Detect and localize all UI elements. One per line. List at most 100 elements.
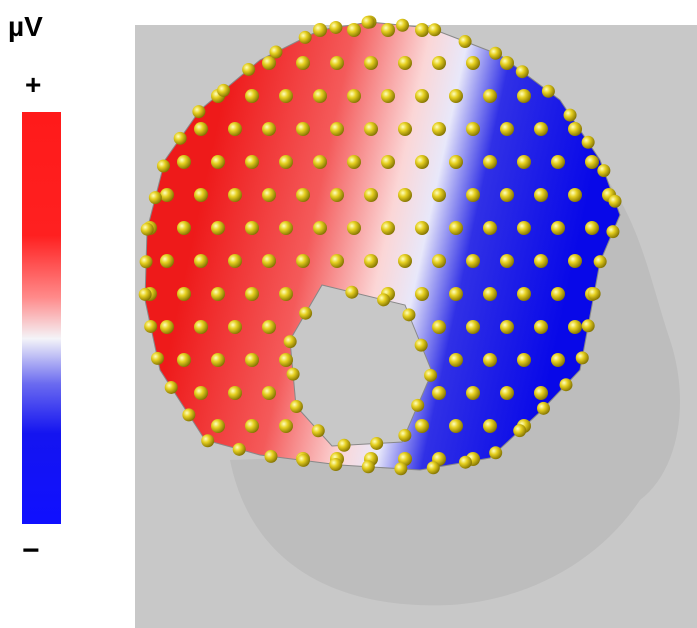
electrode xyxy=(449,287,463,301)
electrode xyxy=(568,320,582,334)
electrode xyxy=(279,221,293,235)
electrode xyxy=(398,428,412,442)
electrode xyxy=(245,419,259,433)
electrode xyxy=(138,287,152,301)
electrode xyxy=(313,89,327,103)
electrode xyxy=(164,380,178,394)
electrode xyxy=(466,56,480,70)
electrode xyxy=(449,221,463,235)
electrode xyxy=(279,353,293,367)
electrode xyxy=(381,221,395,235)
electrode xyxy=(329,457,343,471)
electrode xyxy=(148,191,162,205)
electrode xyxy=(279,89,293,103)
electrode xyxy=(177,155,191,169)
electrode xyxy=(347,221,361,235)
electrode xyxy=(483,287,497,301)
electrode xyxy=(337,438,351,452)
electrode xyxy=(449,89,463,103)
electrode xyxy=(330,188,344,202)
electrode xyxy=(140,222,154,236)
electrode xyxy=(173,131,187,145)
electrode xyxy=(585,155,599,169)
electrode xyxy=(364,56,378,70)
electrode xyxy=(370,436,384,450)
electrode xyxy=(194,254,208,268)
electrode xyxy=(458,455,472,469)
electrode xyxy=(211,419,225,433)
electrode xyxy=(194,188,208,202)
electrode xyxy=(534,254,548,268)
electrode xyxy=(559,378,573,392)
electrode xyxy=(160,254,174,268)
electrode xyxy=(458,35,472,49)
electrode xyxy=(534,122,548,136)
electrode xyxy=(398,254,412,268)
electrode xyxy=(414,338,428,352)
electrode xyxy=(500,188,514,202)
electrode xyxy=(194,386,208,400)
electrode xyxy=(381,89,395,103)
electrode xyxy=(262,254,276,268)
electrode xyxy=(432,56,446,70)
electrode xyxy=(245,221,259,235)
electrode xyxy=(177,287,191,301)
electrode xyxy=(597,164,611,178)
electrode xyxy=(311,424,325,438)
electrode xyxy=(177,221,191,235)
electrode xyxy=(364,188,378,202)
electrode xyxy=(313,23,327,37)
electrode xyxy=(411,398,425,412)
electrode xyxy=(313,155,327,169)
electrode xyxy=(182,408,196,422)
electrode xyxy=(262,386,276,400)
electrode xyxy=(500,56,514,70)
electrode xyxy=(160,188,174,202)
electrode xyxy=(415,419,429,433)
electrode xyxy=(398,188,412,202)
electrode xyxy=(415,23,429,37)
min-label: − xyxy=(22,534,40,567)
electrode xyxy=(298,30,312,44)
electrode xyxy=(242,62,256,76)
electrode xyxy=(587,287,601,301)
electrode xyxy=(466,188,480,202)
electrode xyxy=(279,287,293,301)
electrode xyxy=(585,221,599,235)
electrode xyxy=(500,254,514,268)
electrode xyxy=(262,122,276,136)
electrode xyxy=(568,122,582,136)
electrode xyxy=(534,188,548,202)
electrode xyxy=(568,188,582,202)
electrode xyxy=(551,155,565,169)
electrode xyxy=(228,122,242,136)
electrode xyxy=(160,320,174,334)
electrode xyxy=(513,424,527,438)
electrode xyxy=(262,320,276,334)
electrode xyxy=(517,89,531,103)
electrode xyxy=(283,335,297,349)
electrode xyxy=(228,320,242,334)
electrode xyxy=(483,221,497,235)
electrode xyxy=(500,320,514,334)
electrode xyxy=(151,351,165,365)
electrode xyxy=(211,353,225,367)
electrode xyxy=(377,293,391,307)
electrode xyxy=(394,462,408,476)
electrode xyxy=(415,155,429,169)
electrode xyxy=(330,122,344,136)
electrode xyxy=(449,353,463,367)
electrode xyxy=(581,135,595,149)
electrode xyxy=(211,221,225,235)
max-label: + xyxy=(25,69,41,100)
electrode xyxy=(194,122,208,136)
electrode xyxy=(262,188,276,202)
electrode xyxy=(228,386,242,400)
electrode xyxy=(279,419,293,433)
electrode xyxy=(364,122,378,136)
electrode xyxy=(517,155,531,169)
electrode xyxy=(364,254,378,268)
electrode xyxy=(289,399,303,413)
electrode xyxy=(449,155,463,169)
